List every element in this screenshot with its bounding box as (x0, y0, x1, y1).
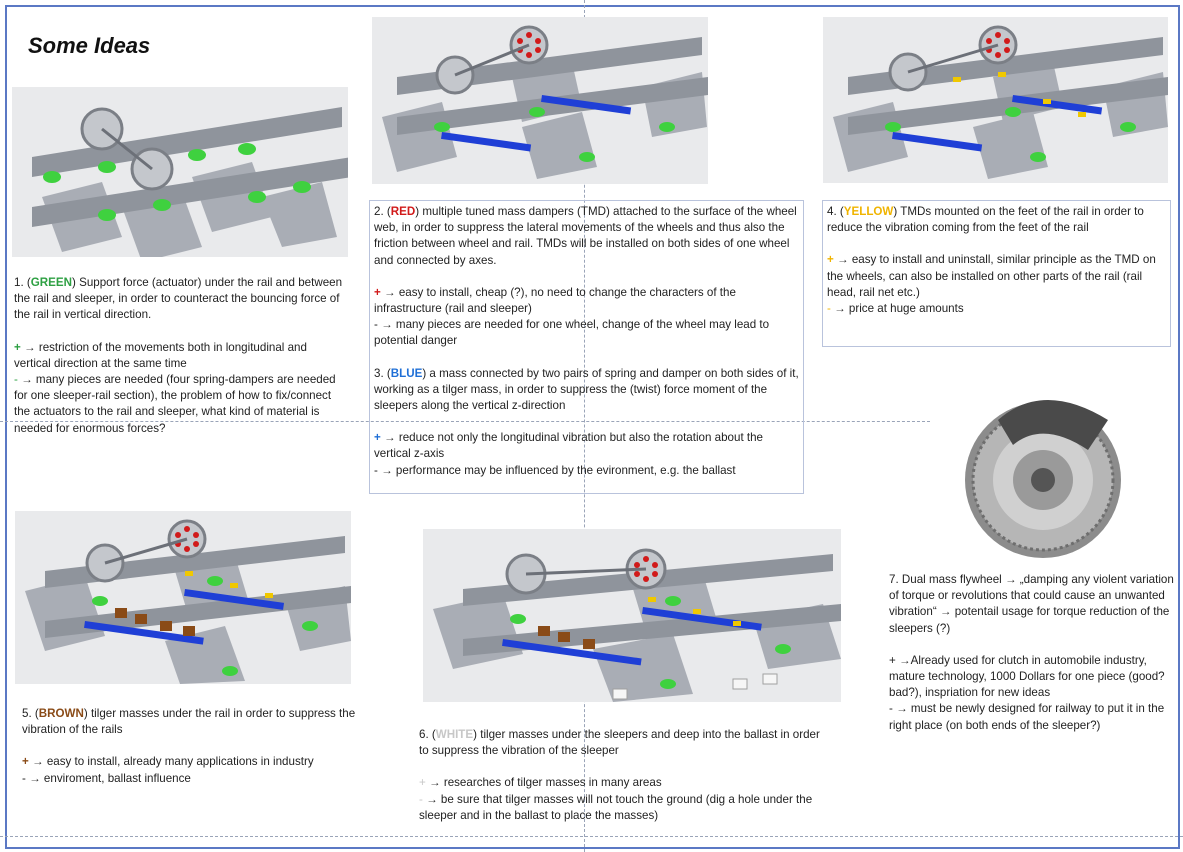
idea-2-description: 2. (RED) multiple tuned mass dampers (TM… (374, 205, 797, 267)
dual-mass-flywheel-photo (938, 380, 1138, 558)
yellow-tag: YELLOW (843, 205, 894, 218)
idea-4-pro: + → easy to install and uninstall, simil… (827, 253, 1156, 299)
idea-4-con: - → price at huge amounts (827, 302, 964, 316)
track-model-drawing (382, 25, 708, 179)
brown-tilger-mass-model-image (15, 511, 351, 684)
red-tag: RED (390, 205, 416, 218)
white-tag: WHITE (435, 728, 474, 741)
idea-1-con: - → many pieces are needed (four spring-… (14, 373, 336, 435)
idea-5-con: - → enviroment, ballast influence (22, 771, 191, 785)
slide-frame (5, 5, 1180, 849)
idea-4-text: 4. (YELLOW) TMDs mounted on the feet of … (822, 200, 1171, 347)
track-model-drawing (25, 519, 351, 684)
idea-5-description: 5. (BROWN) tilger masses under the rail … (22, 707, 356, 737)
idea-6-text: 6. (WHITE) tilger masses under the sleep… (419, 727, 829, 824)
idea-3-description: 3. (BLUE) a mass connected by two pairs … (374, 366, 799, 413)
flywheel-drawing (965, 400, 1121, 558)
red-wheel-tmd-model-image (372, 17, 708, 184)
idea-5-text: 5. (BROWN) tilger masses under the rail … (22, 706, 362, 787)
vertical-guide-line (584, 0, 585, 852)
brown-tag: BROWN (38, 707, 84, 720)
bottom-guide-line (0, 836, 1183, 837)
idea-4-description: 4. (YELLOW) TMDs mounted on the feet of … (827, 205, 1144, 235)
track-model-drawing (833, 25, 1168, 179)
idea-1-text: 1. (GREEN) Support force (actuator) unde… (14, 275, 344, 437)
idea-7-pro: + →Already used for clutch in automobile… (889, 653, 1165, 700)
idea-3-pro: + → reduce not only the longitudinal vib… (374, 431, 763, 461)
blue-tag: BLUE (390, 366, 423, 380)
yellow-rail-foot-tmd-model-image (823, 17, 1168, 183)
idea-7-description: 7. Dual mass flywheel → „damping any vio… (889, 573, 1174, 635)
idea-7-con: - → must be newly designed for railway t… (889, 702, 1165, 732)
idea-1-description: 1. (GREEN) Support force (actuator) unde… (14, 276, 343, 322)
white-tilger-mass-model-image (423, 529, 841, 702)
green-tag: GREEN (30, 276, 72, 289)
idea-3-con: - → performance may be influenced by the… (374, 463, 736, 477)
idea-6-pro: + → researches of tilger masses in many … (419, 776, 662, 790)
idea-1-pro: + → restriction of the movements both in… (14, 340, 307, 370)
idea-6-description: 6. (WHITE) tilger masses under the sleep… (419, 728, 820, 758)
track-model-drawing (32, 107, 348, 257)
idea-2-3-text: 2. (RED) multiple tuned mass dampers (TM… (369, 200, 804, 494)
idea-6-con: - → be sure that tilger masses will not … (419, 792, 813, 822)
green-actuator-model-image (12, 87, 348, 257)
idea-5-pro: + → easy to install, already many applic… (22, 755, 314, 769)
idea-7-text: 7. Dual mass flywheel → „damping any vio… (889, 572, 1174, 734)
track-model-drawing (433, 548, 841, 702)
slide-title: Some Ideas (28, 33, 151, 58)
idea-2-con: - → many pieces are needed for one wheel… (374, 318, 770, 348)
idea-2-pro: + → easy to install, cheap (?), no need … (374, 285, 736, 316)
horizontal-guide-line (0, 421, 930, 422)
